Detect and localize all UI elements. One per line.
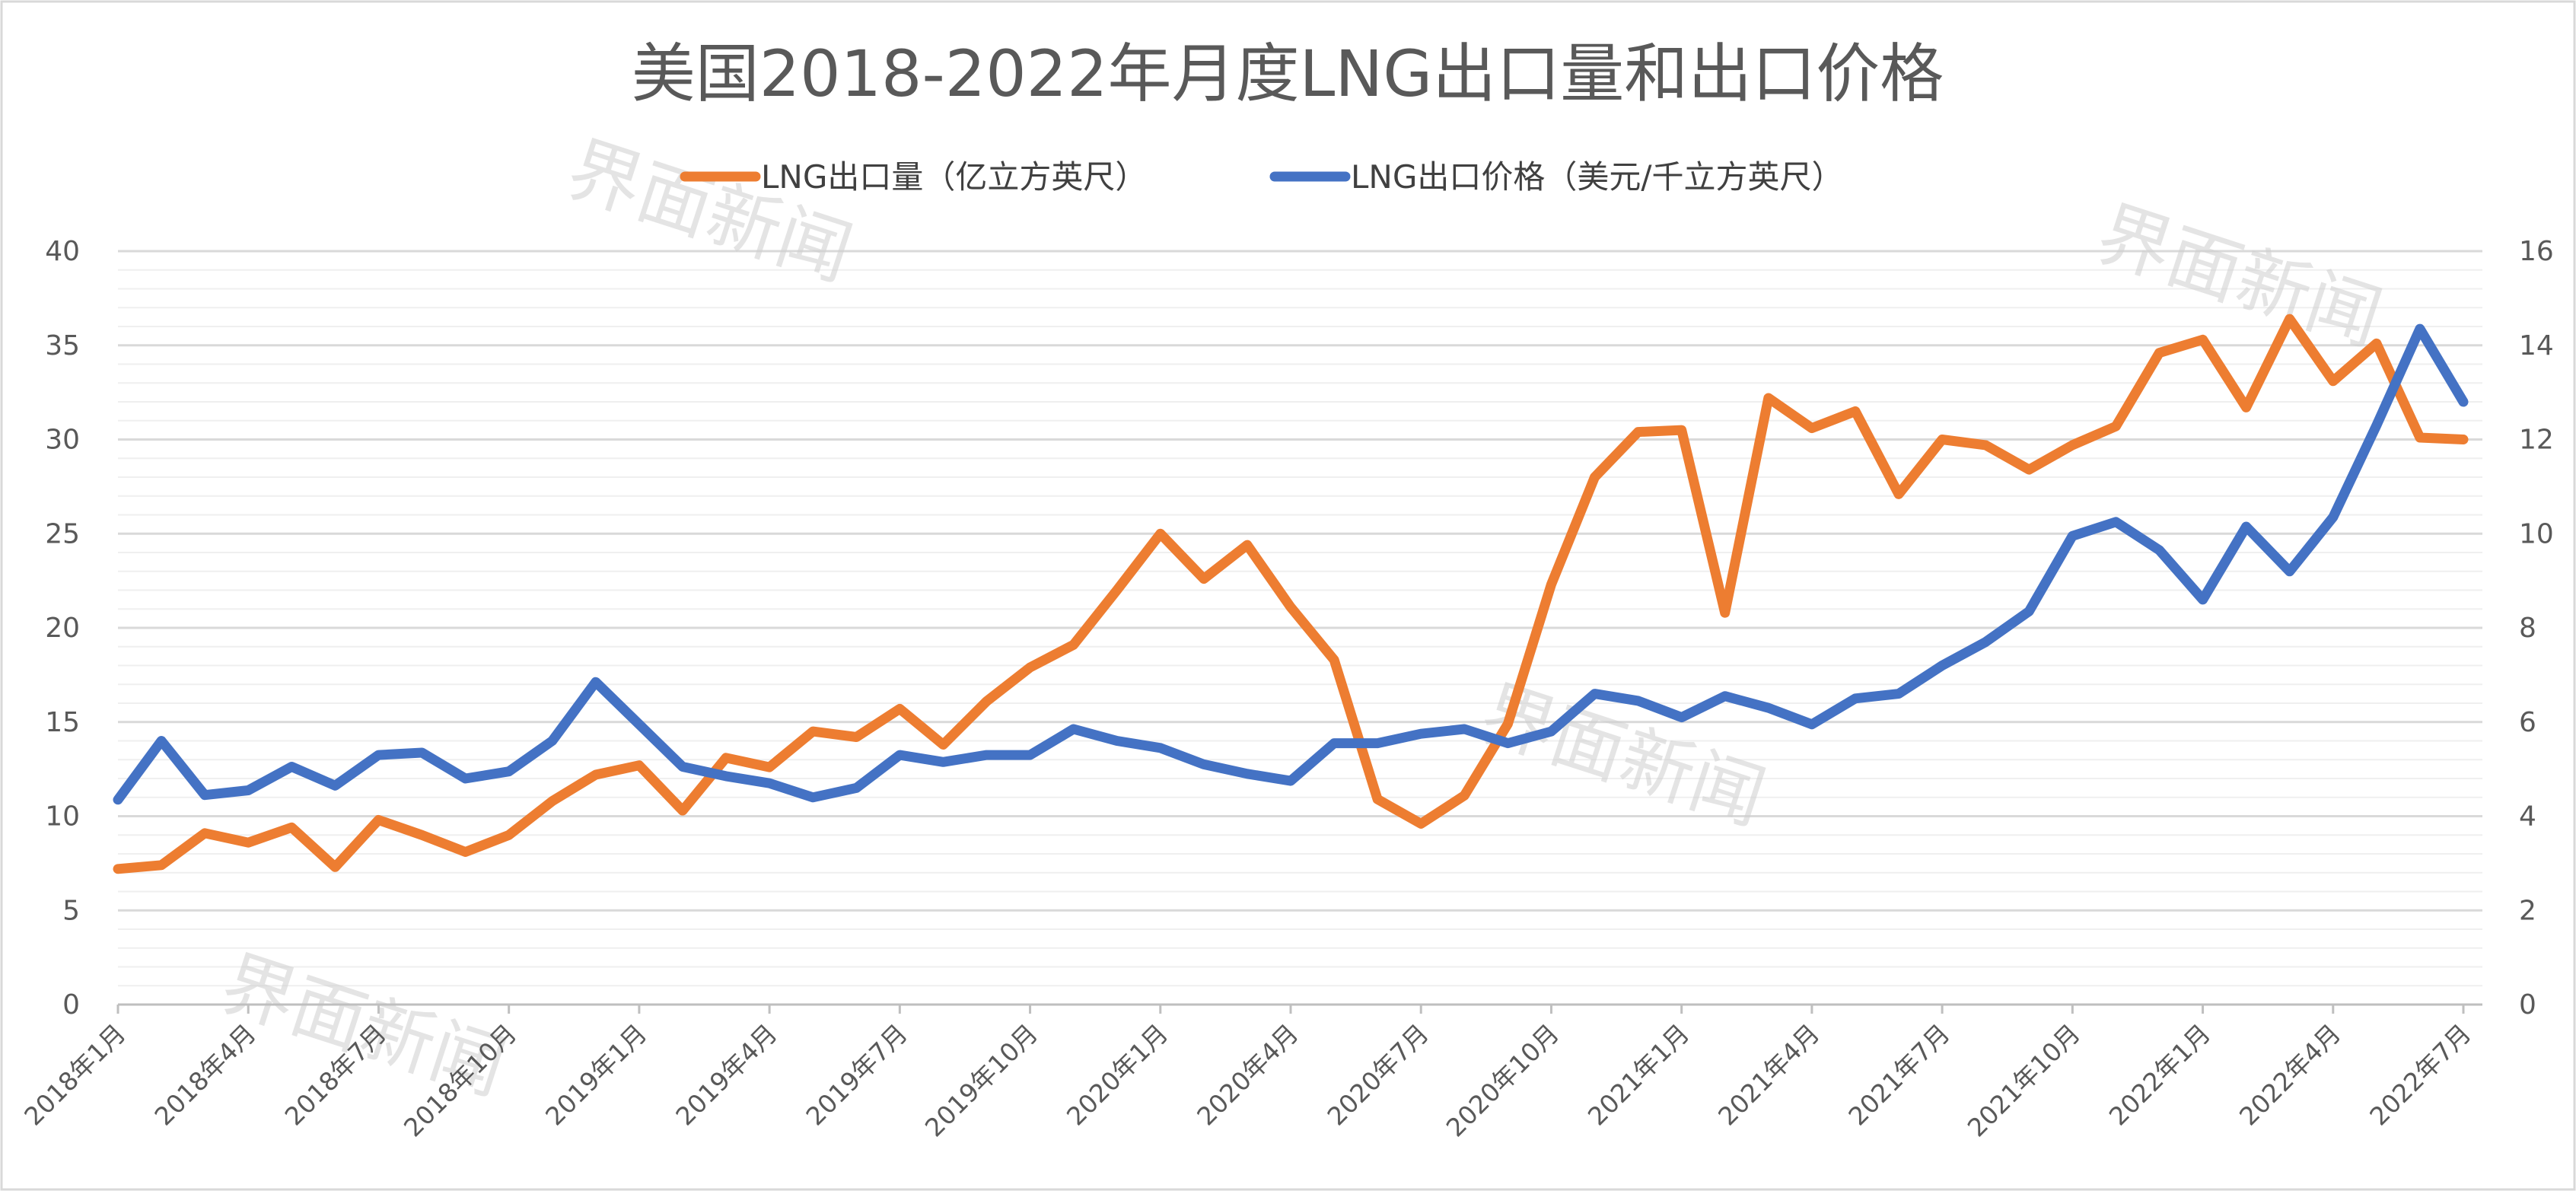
left-axis-tick-label: 40	[45, 236, 80, 267]
right-axis-tick-label: 0	[2519, 989, 2536, 1021]
legend-label-volume: LNG出口量（亿立方英尺）	[761, 158, 1147, 196]
chart-title: 美国2018-2022年月度LNG出口量和出口价格	[632, 37, 1944, 111]
right-axis-tick-label: 4	[2519, 801, 2536, 833]
legend-item-volume: LNG出口量（亿立方英尺）	[680, 158, 1147, 196]
right-axis-tick-label: 8	[2519, 613, 2536, 644]
right-axis-tick-label: 2	[2519, 895, 2536, 926]
legend-label-price: LNG出口价格（美元/千立方英尺）	[1351, 158, 1844, 196]
right-axis-tick-label: 16	[2519, 236, 2554, 267]
right-axis-ticks: 0 2 4 6 8 10 12 14 16	[2519, 236, 2554, 1021]
left-axis-tick-label: 5	[62, 895, 80, 926]
legend: LNG出口量（亿立方英尺） LNG出口价格（美元/千立方英尺）	[680, 158, 1844, 196]
left-axis-tick-label: 25	[45, 518, 80, 549]
left-axis-ticks: 0 5 10 15 20 25 30 35 40	[45, 236, 80, 1021]
left-axis-tick-label: 0	[62, 989, 80, 1021]
series-line-volume	[113, 314, 2469, 874]
left-axis-tick-label: 30	[45, 425, 80, 456]
series-line-price	[113, 323, 2469, 805]
right-axis-tick-label: 10	[2519, 518, 2554, 549]
left-axis-tick-label: 15	[45, 707, 80, 738]
series-lines	[113, 314, 2469, 874]
right-axis-tick-label: 12	[2519, 425, 2554, 456]
left-axis-tick-label: 20	[45, 613, 80, 644]
right-axis-tick-label: 6	[2519, 707, 2536, 738]
legend-item-price: LNG出口价格（美元/千立方英尺）	[1269, 158, 1844, 196]
left-axis-tick-label: 35	[45, 330, 80, 361]
x-axis	[116, 1003, 2482, 1014]
left-axis-tick-label: 10	[45, 801, 80, 833]
right-axis-tick-label: 14	[2519, 330, 2554, 361]
